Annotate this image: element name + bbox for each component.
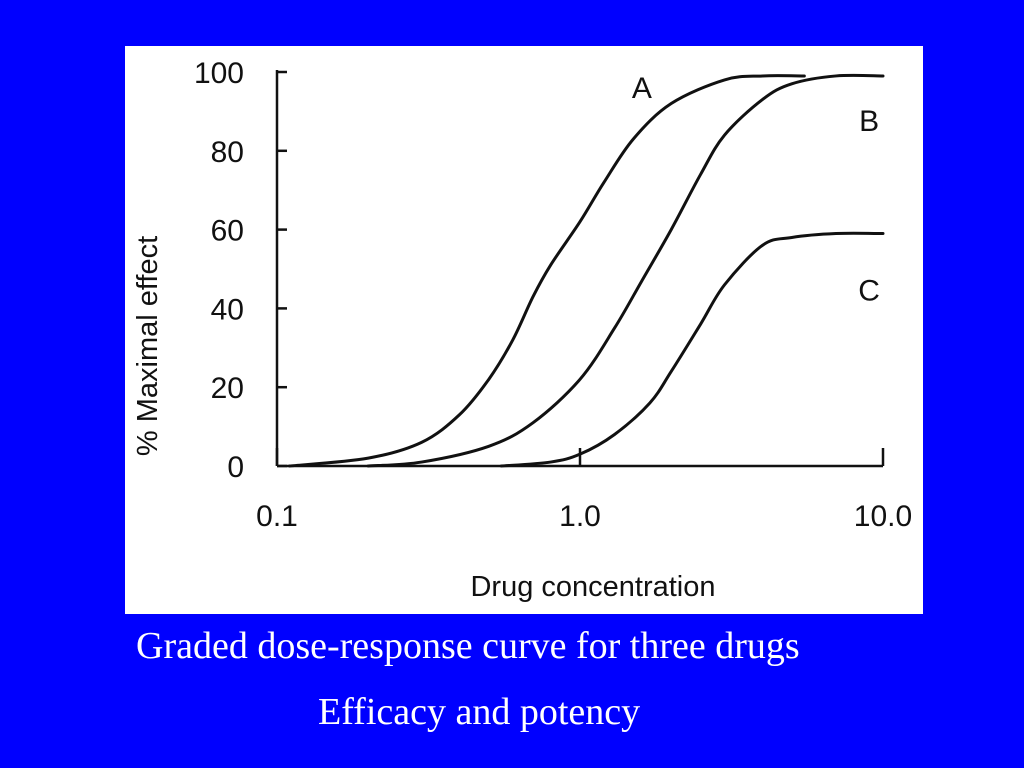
slide-caption-subtitle: Efficacy and potency [318, 691, 641, 733]
series-label-b: B [859, 105, 879, 138]
series-lines [288, 73, 885, 468]
y-tick-label: 100 [194, 57, 244, 90]
series-label-c: C [858, 275, 880, 308]
y-tick-label: 0 [227, 451, 244, 484]
x-tick-label: 1.0 [559, 500, 601, 533]
y-tick-label: 20 [211, 372, 244, 405]
series-labels: A B C [632, 72, 880, 308]
x-tick-label: 0.1 [256, 500, 298, 533]
series-label-a: A [632, 72, 652, 105]
slide-caption-title: Graded dose-response curve for three dru… [136, 625, 800, 667]
series-line-b [366, 73, 885, 468]
dose-response-chart: 0 20 40 60 80 100 0.1 1.0 10.0 A B C Drug concentr… [132, 57, 912, 603]
y-tick-label: 80 [211, 136, 244, 169]
x-tick-label: 10.0 [854, 500, 912, 533]
tick-labels: 0 20 40 60 80 100 0.1 1.0 10.0 [194, 57, 912, 533]
y-tick-label: 40 [211, 293, 244, 326]
y-axis-title: % Maximal effect [132, 236, 164, 456]
series-line-a [288, 74, 806, 468]
axes [275, 70, 885, 468]
figure-panel: 0 20 40 60 80 100 0.1 1.0 10.0 A B C Drug concentr… [125, 46, 923, 614]
series-line-c [499, 231, 885, 468]
x-axis-title: Drug concentration [470, 571, 715, 603]
y-tick-label: 60 [211, 215, 244, 248]
